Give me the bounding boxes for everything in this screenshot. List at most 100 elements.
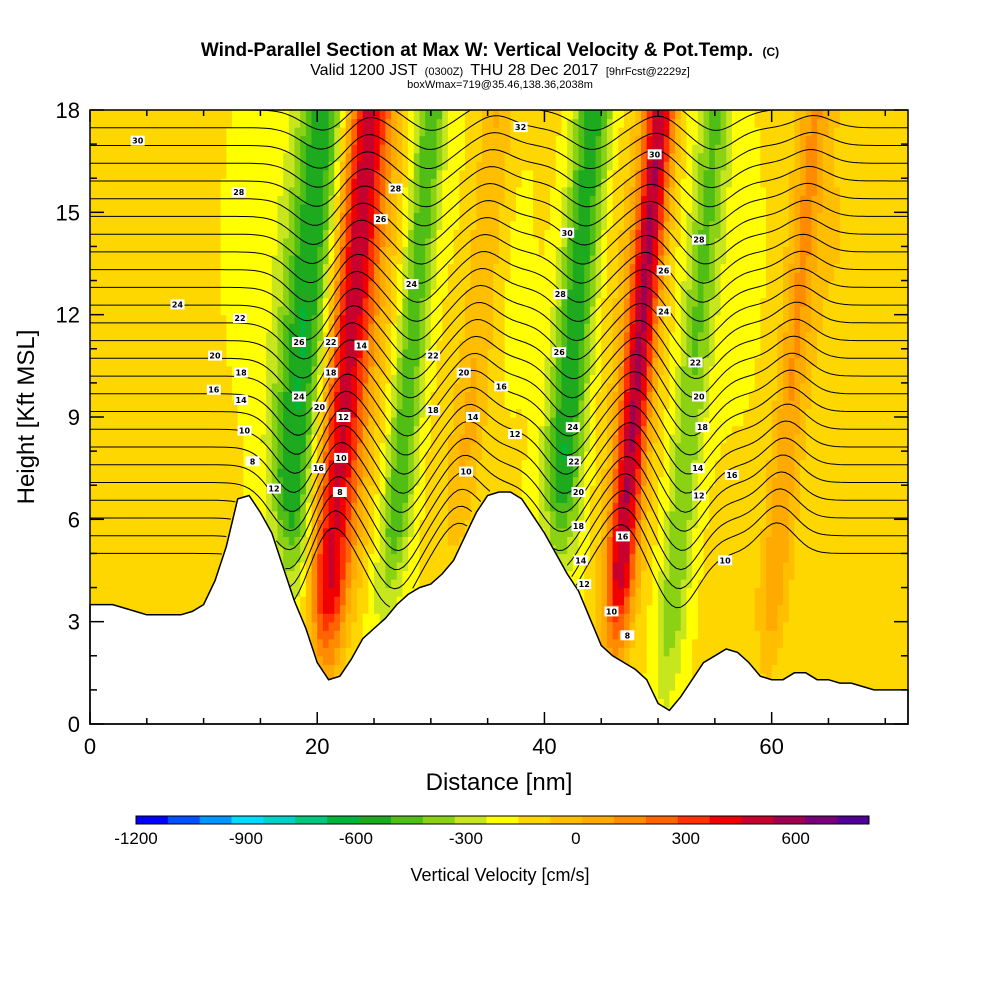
velocity-cell — [777, 476, 784, 486]
velocity-cell — [828, 442, 835, 452]
velocity-cell — [788, 502, 795, 512]
velocity-cell — [567, 502, 574, 512]
velocity-cell — [396, 561, 404, 572]
velocity-cell — [317, 519, 324, 529]
velocity-cell — [379, 493, 386, 503]
velocity-cell — [408, 468, 415, 478]
velocity-cell — [845, 510, 852, 520]
velocity-cell — [720, 510, 727, 520]
velocity-cell — [146, 553, 154, 563]
velocity-cell — [817, 596, 824, 606]
velocity-cell — [811, 613, 818, 623]
velocity-cell — [589, 604, 597, 614]
velocity-cell — [356, 485, 364, 495]
velocity-cell — [163, 502, 171, 512]
velocity-cell — [652, 527, 659, 537]
velocity-cell — [822, 587, 830, 597]
velocity-cell — [345, 587, 352, 597]
velocity-cell — [413, 519, 421, 529]
velocity-cell — [305, 536, 313, 546]
velocity-cell — [351, 459, 358, 469]
velocity-cell — [783, 476, 790, 486]
velocity-cell — [800, 527, 807, 537]
velocity-cell — [300, 425, 307, 435]
velocity-cell — [135, 596, 142, 606]
velocity-cell — [146, 510, 154, 520]
velocity-cell — [868, 587, 875, 597]
velocity-cell — [777, 459, 784, 469]
velocity-cell — [345, 502, 352, 512]
velocity-cell — [186, 544, 193, 555]
velocity-cell — [419, 510, 426, 520]
velocity-cell — [345, 570, 352, 580]
velocity-cell — [754, 579, 761, 589]
velocity-cell — [873, 510, 881, 520]
velocity-cell — [254, 442, 262, 452]
velocity-cell — [322, 425, 330, 435]
velocity-cell — [765, 536, 773, 546]
velocity-cell — [709, 468, 716, 478]
velocity-cell — [339, 425, 347, 435]
velocity-cell — [561, 561, 568, 572]
velocity-cell — [504, 425, 511, 435]
velocity-cell — [669, 596, 676, 606]
velocity-cell — [623, 604, 631, 614]
velocity-cell — [669, 698, 676, 708]
velocity-cell — [652, 536, 659, 546]
velocity-cell — [896, 451, 903, 461]
velocity-cell — [675, 527, 682, 537]
velocity-cell — [283, 476, 290, 486]
velocity-cell — [141, 459, 148, 469]
velocity-cell — [805, 604, 813, 614]
velocity-cell — [214, 459, 222, 469]
velocity-cell — [561, 493, 568, 503]
velocity-cell — [765, 451, 773, 461]
velocity-cell — [447, 502, 455, 512]
velocity-cell — [794, 502, 801, 512]
velocity-cell — [334, 621, 341, 631]
velocity-cell — [413, 468, 421, 478]
velocity-cell — [879, 613, 886, 623]
velocity-cell — [703, 442, 710, 452]
velocity-cell — [726, 561, 733, 572]
velocity-cell — [425, 468, 432, 478]
velocity-cell — [800, 579, 807, 589]
velocity-cell — [641, 459, 648, 469]
velocity-cell — [572, 468, 580, 478]
velocity-cell — [277, 527, 284, 537]
velocity-cell — [345, 519, 352, 529]
velocity-cell — [317, 527, 324, 537]
velocity-cell — [589, 451, 597, 461]
velocity-cell — [612, 476, 619, 486]
velocity-cell — [175, 596, 182, 606]
velocity-cell — [868, 621, 875, 631]
velocity-cell — [794, 596, 801, 606]
velocity-cell — [112, 510, 119, 520]
velocity-cell — [754, 655, 761, 665]
velocity-cell — [90, 434, 97, 444]
velocity-cell — [703, 604, 710, 614]
velocity-cell — [760, 596, 767, 606]
velocity-cell — [175, 510, 182, 520]
velocity-cell — [345, 604, 352, 614]
velocity-cell — [436, 442, 443, 452]
velocity-cell — [402, 425, 409, 435]
velocity-cell — [805, 442, 813, 452]
velocity-cell — [129, 570, 137, 580]
velocity-cell — [368, 570, 375, 580]
velocity-cell — [822, 638, 830, 648]
velocity-cell — [266, 468, 273, 478]
velocity-cell — [658, 664, 665, 674]
velocity-cell — [300, 536, 307, 546]
velocity-cell — [294, 527, 301, 537]
velocity-cell — [459, 527, 466, 537]
velocity-cell — [697, 621, 705, 631]
velocity-cell — [311, 510, 318, 520]
velocity-cell — [322, 613, 330, 623]
velocity-cell — [277, 502, 284, 512]
velocity-cell — [873, 476, 881, 486]
velocity-cell — [322, 442, 330, 452]
velocity-cell — [396, 536, 404, 546]
velocity-cell — [169, 493, 176, 503]
velocity-cell — [328, 451, 335, 461]
